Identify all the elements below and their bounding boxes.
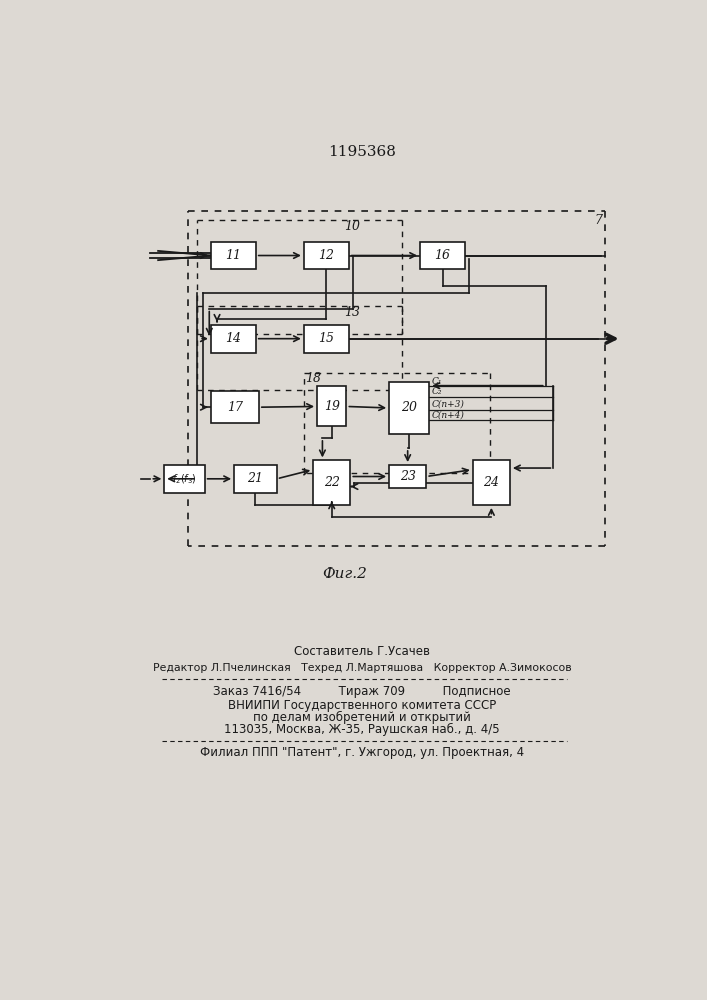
Text: 24: 24 [484, 476, 499, 489]
Text: 14: 14 [226, 332, 241, 345]
Text: C₁: C₁ [432, 377, 442, 386]
Bar [211, 325, 256, 353]
Bar [211, 242, 256, 269]
Text: C(n+4): C(n+4) [432, 411, 464, 420]
Text: по делам изобретений и открытий: по делам изобретений и открытий [253, 711, 471, 724]
Bar [304, 325, 349, 353]
Text: Составитель Г.Усачев: Составитель Г.Усачев [294, 645, 430, 658]
Text: 19: 19 [324, 400, 340, 413]
Bar [313, 460, 351, 505]
Text: 1195368: 1195368 [328, 145, 396, 159]
Text: 16: 16 [435, 249, 450, 262]
Bar [389, 465, 426, 488]
Text: 12: 12 [318, 249, 334, 262]
Text: 22: 22 [324, 476, 340, 489]
Text: Филиал ППП "Патент", г. Ужгород, ул. Проектная, 4: Филиал ППП "Патент", г. Ужгород, ул. Про… [200, 746, 524, 759]
Text: $f_2(f_3)$: $f_2(f_3)$ [172, 472, 197, 486]
Bar [304, 242, 349, 269]
Text: C(n+3): C(n+3) [432, 400, 464, 409]
Text: ВНИИПИ Государственного комитета СССР: ВНИИПИ Государственного комитета СССР [228, 699, 496, 712]
Bar [420, 242, 465, 269]
Bar [389, 382, 429, 434]
Text: 10: 10 [344, 220, 360, 233]
Text: 21: 21 [247, 472, 264, 485]
Text: 7: 7 [595, 214, 602, 227]
Text: 17: 17 [227, 401, 243, 414]
Text: 15: 15 [318, 332, 334, 345]
Text: 18: 18 [305, 372, 321, 385]
Text: 23: 23 [399, 470, 416, 483]
Text: Заказ 7416/54          Тираж 709          Подписное: Заказ 7416/54 Тираж 709 Подписное [213, 685, 510, 698]
Text: Фиг.2: Фиг.2 [322, 567, 366, 581]
Bar [234, 465, 276, 493]
Text: 20: 20 [402, 401, 417, 414]
Text: 13: 13 [344, 306, 360, 319]
Bar [317, 386, 346, 426]
Text: C₂: C₂ [432, 387, 442, 396]
Text: 11: 11 [226, 249, 241, 262]
Text: Редактор Л.Пчелинская   Техред Л.Мартяшова   Корректор А.Зимокосов: Редактор Л.Пчелинская Техред Л.Мартяшова… [153, 663, 571, 673]
Bar [164, 465, 204, 493]
Bar [211, 391, 259, 423]
Text: 113035, Москва, Ж-35, Раушская наб., д. 4/5: 113035, Москва, Ж-35, Раушская наб., д. … [224, 723, 500, 736]
Bar [473, 460, 510, 505]
